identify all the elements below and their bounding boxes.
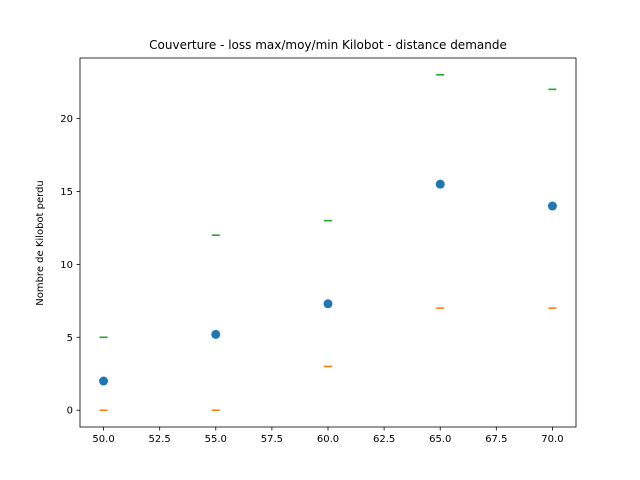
y-tick-label: 20 bbox=[60, 114, 73, 125]
mean-point bbox=[547, 201, 557, 211]
y-axis-label: Nombre de Kilobot perdu bbox=[35, 180, 46, 306]
x-tick-label: 62.5 bbox=[373, 434, 395, 445]
x-tick-label: 57.5 bbox=[261, 434, 283, 445]
data-marks bbox=[99, 73, 557, 412]
x-tick-label: 55.0 bbox=[205, 434, 227, 445]
mean-point bbox=[435, 179, 445, 189]
y-axis: 0 5 10 15 20 bbox=[60, 114, 80, 417]
mean-point bbox=[211, 329, 221, 339]
y-tick-label: 5 bbox=[67, 333, 73, 344]
mean-point bbox=[323, 299, 333, 309]
x-tick-label: 50.0 bbox=[92, 434, 114, 445]
x-tick-label: 60.0 bbox=[317, 434, 339, 445]
chart-title: Couverture - loss max/moy/min Kilobot - … bbox=[149, 38, 507, 52]
x-tick-label: 65.0 bbox=[429, 434, 451, 445]
mean-point bbox=[99, 376, 109, 386]
x-tick-label: 52.5 bbox=[149, 434, 171, 445]
y-tick-label: 15 bbox=[60, 187, 73, 198]
x-tick-label: 67.5 bbox=[485, 434, 507, 445]
y-tick-label: 10 bbox=[60, 260, 73, 271]
x-tick-label: 70.0 bbox=[541, 434, 563, 445]
y-tick-label: 0 bbox=[67, 406, 73, 417]
x-axis: 50.0 52.5 55.0 57.5 60.0 62.5 65.0 67.5 70.0 bbox=[92, 427, 564, 445]
